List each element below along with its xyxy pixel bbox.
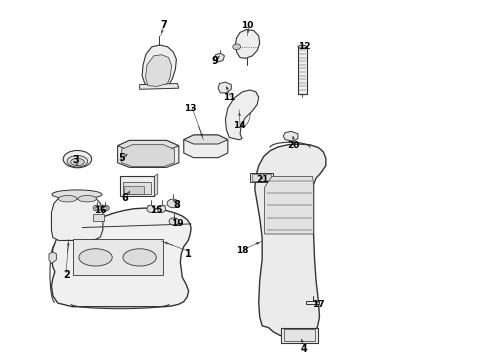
Circle shape bbox=[101, 205, 109, 211]
Text: 13: 13 bbox=[184, 104, 196, 112]
Polygon shape bbox=[154, 174, 158, 196]
Polygon shape bbox=[184, 135, 228, 158]
Text: 17: 17 bbox=[312, 300, 325, 309]
Bar bbox=[281, 328, 318, 343]
Circle shape bbox=[169, 218, 179, 225]
Polygon shape bbox=[142, 45, 176, 88]
Polygon shape bbox=[225, 90, 259, 140]
Bar bbox=[120, 176, 154, 196]
Ellipse shape bbox=[63, 150, 92, 168]
Bar bbox=[124, 186, 144, 194]
Circle shape bbox=[93, 205, 101, 211]
Polygon shape bbox=[118, 140, 179, 167]
Circle shape bbox=[95, 207, 99, 210]
Text: 20: 20 bbox=[287, 141, 299, 150]
Text: 12: 12 bbox=[297, 42, 310, 51]
Polygon shape bbox=[218, 82, 231, 93]
Text: 2: 2 bbox=[63, 270, 70, 280]
Text: 10: 10 bbox=[241, 21, 254, 30]
Polygon shape bbox=[118, 140, 179, 150]
Polygon shape bbox=[184, 135, 228, 144]
Text: 16: 16 bbox=[94, 206, 107, 215]
Text: 11: 11 bbox=[223, 93, 236, 102]
Ellipse shape bbox=[71, 158, 84, 166]
Text: 5: 5 bbox=[118, 153, 125, 163]
Bar bbox=[93, 214, 104, 221]
Polygon shape bbox=[140, 84, 179, 89]
Ellipse shape bbox=[298, 45, 307, 48]
Bar bbox=[73, 239, 163, 275]
Text: 21: 21 bbox=[256, 175, 269, 184]
Circle shape bbox=[103, 207, 107, 210]
Polygon shape bbox=[49, 252, 56, 264]
Polygon shape bbox=[51, 208, 191, 307]
Ellipse shape bbox=[147, 205, 155, 212]
Bar bbox=[306, 301, 319, 304]
Bar bbox=[250, 173, 273, 182]
Ellipse shape bbox=[78, 195, 97, 202]
Circle shape bbox=[167, 199, 179, 208]
Ellipse shape bbox=[67, 156, 88, 167]
Text: 19: 19 bbox=[171, 219, 184, 228]
Ellipse shape bbox=[52, 190, 102, 199]
Ellipse shape bbox=[58, 195, 77, 202]
Polygon shape bbox=[214, 53, 224, 62]
Ellipse shape bbox=[79, 249, 112, 266]
Text: 7: 7 bbox=[161, 20, 168, 30]
Text: 18: 18 bbox=[236, 246, 249, 255]
Ellipse shape bbox=[158, 205, 166, 212]
Bar bbox=[123, 182, 151, 194]
Text: 15: 15 bbox=[149, 206, 162, 215]
Text: 3: 3 bbox=[73, 155, 79, 165]
Polygon shape bbox=[283, 131, 298, 141]
Text: 14: 14 bbox=[233, 122, 245, 130]
Text: 6: 6 bbox=[122, 193, 128, 203]
Bar bbox=[252, 174, 271, 181]
Polygon shape bbox=[122, 145, 174, 167]
Bar bbox=[298, 47, 307, 94]
Polygon shape bbox=[255, 144, 326, 337]
Polygon shape bbox=[265, 176, 314, 234]
Bar bbox=[284, 329, 315, 341]
Text: 1: 1 bbox=[185, 249, 192, 259]
Polygon shape bbox=[51, 194, 103, 240]
Text: 4: 4 bbox=[300, 344, 307, 354]
Text: 8: 8 bbox=[173, 200, 180, 210]
Ellipse shape bbox=[123, 249, 156, 266]
Text: 9: 9 bbox=[211, 56, 218, 66]
Circle shape bbox=[233, 44, 241, 50]
Polygon shape bbox=[146, 55, 172, 86]
Polygon shape bbox=[235, 30, 260, 58]
